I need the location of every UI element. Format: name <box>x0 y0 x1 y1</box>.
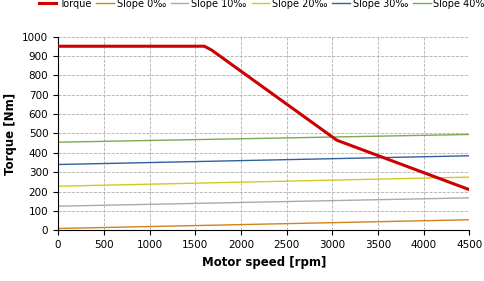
Torque <box>334 139 340 142</box>
Legend: Torque, Slope 0‰, Slope 10‰, Slope 20‰, Slope 30‰, Slope 40‰: Torque, Slope 0‰, Slope 10‰, Slope 20‰, … <box>39 0 484 9</box>
Line: Torque: Torque <box>58 46 469 190</box>
Torque <box>467 188 472 191</box>
Torque <box>201 45 207 48</box>
X-axis label: Motor speed [rpm]: Motor speed [rpm] <box>202 256 326 269</box>
Y-axis label: Torque [Nm]: Torque [Nm] <box>4 92 16 175</box>
Torque <box>55 45 61 48</box>
Torque <box>209 48 214 52</box>
